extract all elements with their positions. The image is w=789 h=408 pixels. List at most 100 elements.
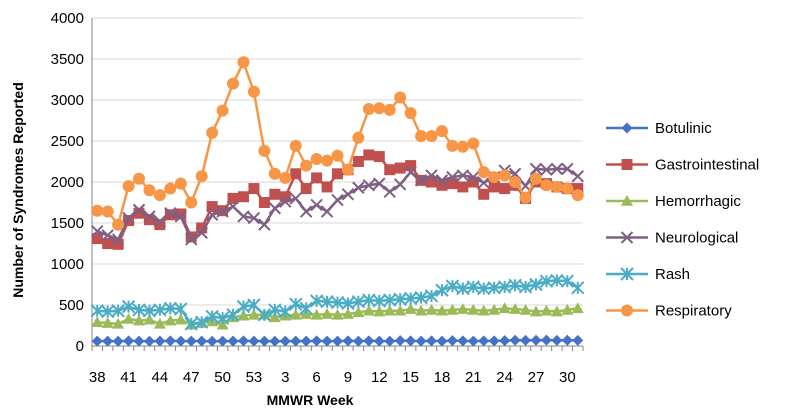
data-point-botulinic	[102, 335, 114, 347]
data-point-neurological	[299, 205, 313, 218]
data-point-neurological	[352, 181, 365, 194]
data-point-rash	[550, 273, 564, 288]
series-hemorrhagic	[91, 302, 584, 330]
data-point-respiratory	[362, 103, 375, 116]
data-point-hemorrhagic	[310, 308, 323, 320]
data-point-respiratory	[101, 205, 114, 218]
data-point-hemorrhagic	[101, 317, 114, 328]
y-axis-title: Number of Syndromes Reported	[10, 82, 26, 297]
data-point-neurological	[467, 170, 480, 184]
x-tick-label: 30	[559, 369, 576, 386]
data-point-botulinic	[258, 335, 270, 347]
data-point-respiratory	[289, 139, 302, 152]
data-point-botulinic	[143, 335, 155, 347]
data-point-botulinic	[478, 335, 490, 347]
data-point-botulinic	[248, 335, 260, 347]
y-tick-label: 1500	[51, 215, 84, 232]
x-tick-label: 44	[152, 369, 169, 386]
legend-marker-botulinic	[621, 122, 633, 134]
data-point-botulinic	[290, 335, 302, 347]
data-point-hemorrhagic	[153, 317, 166, 329]
data-point-hemorrhagic	[435, 304, 448, 316]
data-point-botulinic	[206, 335, 218, 347]
legend-label: Botulinic	[655, 120, 712, 137]
data-point-hemorrhagic	[341, 308, 354, 319]
data-point-botulinic	[551, 334, 563, 346]
data-point-hemorrhagic	[509, 303, 522, 314]
data-point-botulinic	[300, 335, 312, 347]
data-point-respiratory	[91, 204, 104, 217]
data-point-rash	[445, 279, 460, 293]
data-point-respiratory	[153, 189, 166, 202]
data-point-rash	[403, 291, 418, 306]
data-point-neurological	[477, 176, 490, 190]
data-point-botulinic	[384, 335, 396, 347]
legend-item-rash: Rash	[606, 266, 690, 283]
data-point-respiratory	[206, 126, 219, 139]
data-point-rash	[497, 280, 512, 294]
data-point-gastrointestinal	[321, 181, 333, 193]
data-point-gastrointestinal	[91, 233, 103, 245]
data-point-rash	[477, 281, 491, 296]
data-point-neurological	[414, 174, 428, 187]
data-point-respiratory	[185, 196, 198, 209]
data-point-gastrointestinal	[352, 156, 364, 167]
data-point-gastrointestinal	[384, 164, 396, 176]
legend-label: Rash	[655, 266, 690, 283]
series-group	[90, 56, 585, 347]
data-point-rash	[456, 281, 470, 296]
y-tick-label: 500	[59, 297, 84, 314]
data-point-neurological	[185, 233, 198, 246]
data-point-rash	[529, 277, 543, 292]
data-point-hemorrhagic	[561, 303, 574, 315]
data-point-gastrointestinal	[237, 191, 249, 203]
data-point-neurological	[226, 200, 240, 213]
data-point-neurological	[289, 192, 302, 205]
data-point-gastrointestinal	[154, 219, 166, 231]
x-tick-label: 50	[214, 369, 231, 386]
series-rash	[90, 273, 585, 331]
data-point-neurological	[571, 170, 584, 183]
data-point-hemorrhagic	[331, 308, 344, 320]
data-point-respiratory	[227, 77, 240, 90]
data-point-botulinic	[405, 335, 417, 347]
data-point-rash	[100, 304, 115, 319]
data-point-botulinic	[342, 335, 354, 347]
data-point-hemorrhagic	[446, 303, 459, 315]
data-point-hemorrhagic	[237, 309, 250, 321]
data-point-neurological	[258, 218, 271, 231]
data-point-hemorrhagic	[519, 303, 532, 315]
data-point-rash	[518, 280, 533, 294]
data-point-gastrointestinal	[373, 151, 385, 163]
data-point-respiratory	[258, 144, 271, 157]
data-point-rash	[121, 299, 136, 314]
data-point-hemorrhagic	[498, 302, 511, 314]
data-point-botulinic	[352, 335, 364, 347]
data-point-rash	[163, 301, 178, 315]
data-point-rash	[362, 293, 376, 307]
data-point-rash	[424, 289, 439, 303]
legend-item-hemorrhagic: Hemorrhagic	[606, 193, 741, 210]
data-point-rash	[205, 309, 219, 324]
data-point-gastrointestinal	[457, 181, 469, 193]
data-point-hemorrhagic	[456, 303, 469, 314]
data-point-neurological	[279, 195, 292, 208]
data-point-gastrointestinal	[102, 238, 114, 249]
data-point-botulinic	[520, 334, 532, 346]
data-point-rash	[289, 297, 303, 311]
series-respiratory	[91, 56, 584, 231]
data-point-neurological	[362, 179, 376, 192]
legend-label: Gastrointestinal	[655, 157, 759, 174]
legend-item-respiratory: Respiratory	[606, 303, 732, 320]
data-point-respiratory	[373, 102, 386, 115]
data-point-neurological	[393, 178, 407, 191]
data-point-hemorrhagic	[467, 303, 480, 315]
data-point-gastrointestinal	[133, 207, 145, 219]
data-point-neurological	[205, 208, 219, 222]
y-tick-label: 2500	[51, 133, 84, 150]
data-point-botulinic	[394, 335, 406, 347]
data-point-gastrointestinal	[332, 168, 343, 180]
x-tick-label: 12	[371, 369, 388, 386]
data-point-botulinic	[91, 335, 103, 347]
data-point-rash	[142, 304, 157, 318]
